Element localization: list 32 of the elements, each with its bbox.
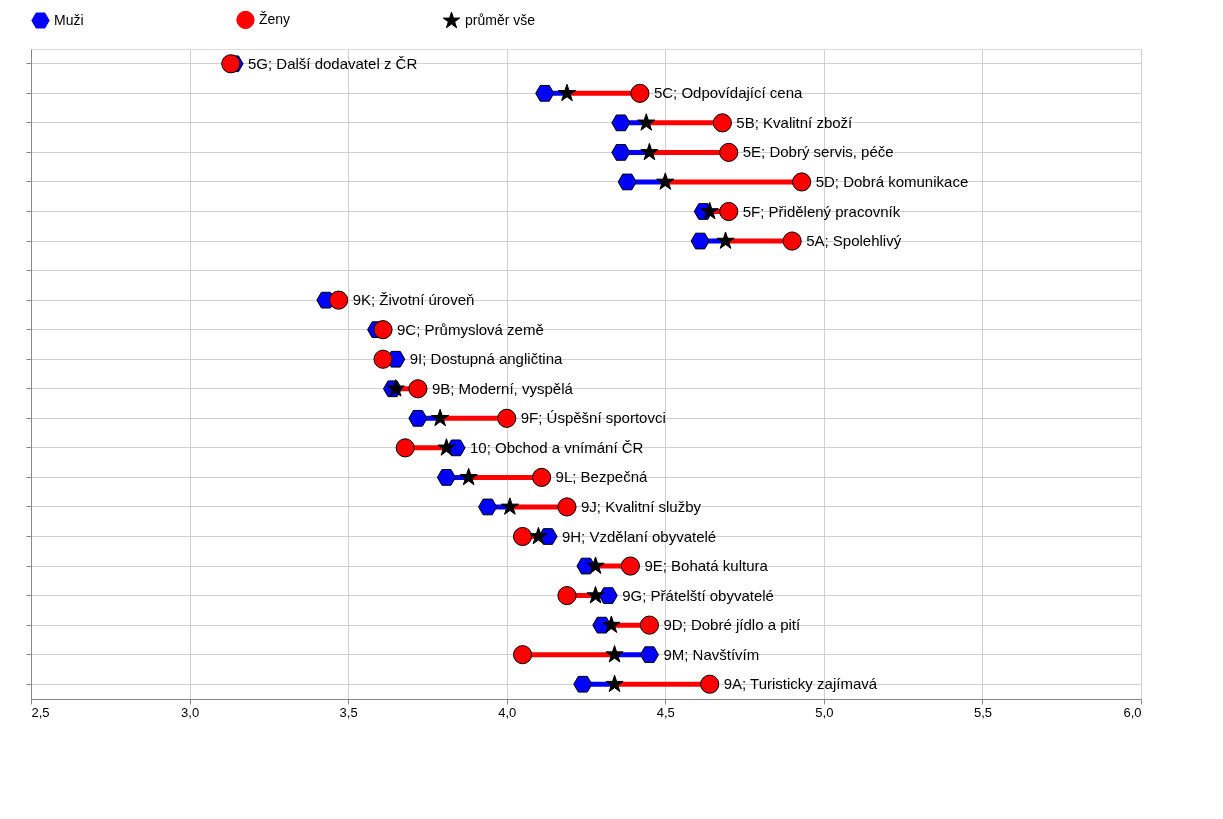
y-tick-label: 9M; Navštívím (663, 645, 760, 663)
y-tick-label: 9K; Životní úroveň (352, 291, 475, 309)
y-tick-label: 5A; Spolehlivý (806, 232, 902, 250)
y-tick-label: 5C; Odpovídající cena (653, 84, 803, 102)
y-tick-label: 9J; Kvalitní služby (580, 497, 702, 515)
x-tick-label: 2,5 (31, 704, 50, 720)
y-tick-label: 9D; Dobré jídlo a pití (663, 616, 801, 634)
x-tick-label: 4,5 (656, 704, 675, 720)
y-tick-label: 9F; Úspěšní sportovci (520, 409, 666, 427)
y-tick-label: 9B; Moderní, vyspělá (431, 379, 574, 397)
legend-label: průměr vše (465, 11, 536, 28)
x-tick-label: 3,5 (339, 704, 358, 720)
y-tick-label: 9L; Bezpečná (555, 468, 648, 486)
y-tick-label: 5F; Přidělený pracovník (742, 202, 901, 220)
y-tick-label: 5G; Další dodavatel z ČR (247, 54, 418, 72)
legend-label: Ženy (259, 10, 291, 27)
x-tick-label: 6,0 (1123, 704, 1142, 720)
y-tick-label: 9E; Bohatá kultura (644, 557, 769, 575)
y-tick-label: 9C; Průmyslová země (397, 320, 544, 338)
x-tick-label: 3,0 (181, 704, 200, 720)
y-tick-label: 5D; Dobrá komunikace (815, 172, 969, 190)
y-tick-label: 5E; Dobrý servis, péče (742, 143, 894, 161)
legend-label: Muži (54, 11, 84, 28)
y-tick-label: 5B; Kvalitní zboží (736, 113, 854, 131)
x-tick-label: 4,0 (498, 704, 517, 720)
y-tick-label: 9I; Dostupná angličtina (409, 350, 563, 368)
y-tick-label: 10; Obchod a vnímání ČR (469, 438, 644, 456)
y-tick-label: 9H; Vzdělaní obyvatelé (561, 527, 717, 545)
x-tick-label: 5,5 (973, 704, 992, 720)
y-tick-label: 9A; Turisticky zajímavá (723, 675, 878, 693)
x-tick-label: 5,0 (815, 704, 834, 720)
y-tick-label: 9G; Přátelští obyvatelé (622, 586, 774, 604)
